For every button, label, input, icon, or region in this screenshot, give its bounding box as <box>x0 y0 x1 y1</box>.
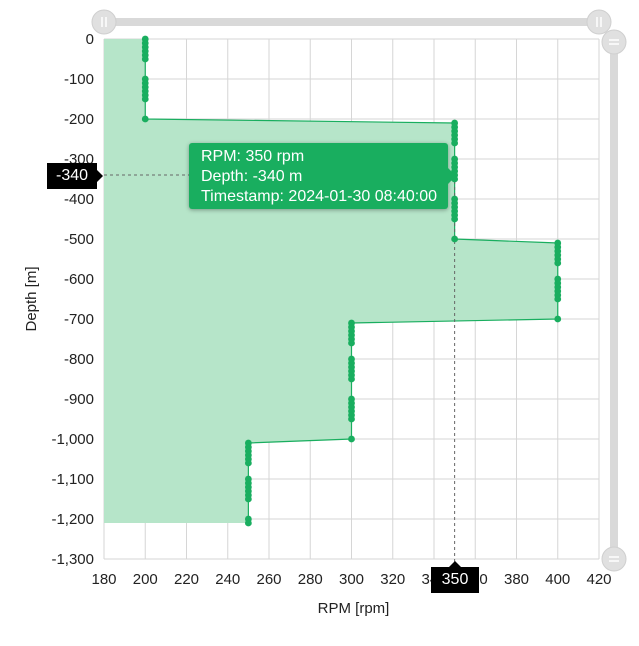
y-tick-label: -600 <box>64 271 94 288</box>
horizontal-zoom-end-handle[interactable] <box>586 9 612 35</box>
horizontal-zoom-start-handle[interactable] <box>91 9 117 35</box>
data-point <box>348 415 355 423</box>
crosshair <box>98 174 456 567</box>
x-tick-label: 320 <box>380 571 405 588</box>
y-tick-label: -1,300 <box>51 551 94 568</box>
x-tick-label: 380 <box>504 571 529 588</box>
y-crosshair-label: -340 <box>47 163 103 189</box>
series-points <box>141 35 562 527</box>
data-point <box>141 115 149 123</box>
data-tooltip: RPM: 350 rpm Depth: -340 m Timestamp: 20… <box>189 143 456 209</box>
x-tick-label: 220 <box>174 571 199 588</box>
vertical-zoom-start-handle[interactable] <box>601 29 627 55</box>
series-area <box>104 39 559 523</box>
data-point <box>554 259 562 267</box>
x-tick-label: 420 <box>586 571 611 588</box>
data-point <box>141 55 149 63</box>
x-tick-label: 300 <box>339 571 364 588</box>
vertical-zoom-end-handle[interactable] <box>601 546 627 572</box>
axes: 1802002202402602803003203403603804004200… <box>23 31 612 617</box>
y-tick-label: -200 <box>64 111 94 128</box>
data-point <box>348 435 355 443</box>
y-axis-title: Depth [m] <box>23 266 40 331</box>
data-point <box>244 459 252 467</box>
y-tick-label: -800 <box>64 351 94 368</box>
x-tick-label: 180 <box>91 571 116 588</box>
y-tick-label: -500 <box>64 231 94 248</box>
data-point <box>244 495 252 503</box>
x-tick-label: 260 <box>256 571 281 588</box>
y-tick-label: -1,000 <box>51 431 94 448</box>
zoom-sliders[interactable] <box>91 9 627 572</box>
data-point <box>554 295 562 303</box>
data-point <box>451 235 459 243</box>
y-tick-label: -900 <box>64 391 94 408</box>
area-fill <box>104 39 558 523</box>
y-tick-label: -700 <box>64 311 94 328</box>
data-point <box>451 215 459 223</box>
y-tick-label: -1,100 <box>51 471 94 488</box>
data-point <box>348 375 355 383</box>
x-tick-label: 400 <box>545 571 570 588</box>
x-axis-title: RPM [rpm] <box>318 600 390 617</box>
data-point <box>244 519 252 527</box>
y-tick-label: -400 <box>64 191 94 208</box>
data-point <box>348 339 355 347</box>
tooltip-depth: Depth: -340 m <box>201 168 303 185</box>
x-tick-label: 240 <box>215 571 240 588</box>
tooltip-rpm: RPM: 350 rpm <box>201 148 305 165</box>
data-point <box>451 139 459 147</box>
x-crosshair-label: 350 <box>431 561 479 593</box>
data-point <box>554 315 562 323</box>
tooltip-timestamp: Timestamp: 2024-01-30 08:40:00 <box>201 188 437 205</box>
data-point <box>141 95 149 103</box>
y-tick-label: 0 <box>86 31 94 48</box>
x-tick-label: 280 <box>298 571 323 588</box>
y-tick-label: -100 <box>64 71 94 88</box>
y-tick-label: -1,200 <box>51 511 94 528</box>
x-tick-label: 200 <box>133 571 158 588</box>
